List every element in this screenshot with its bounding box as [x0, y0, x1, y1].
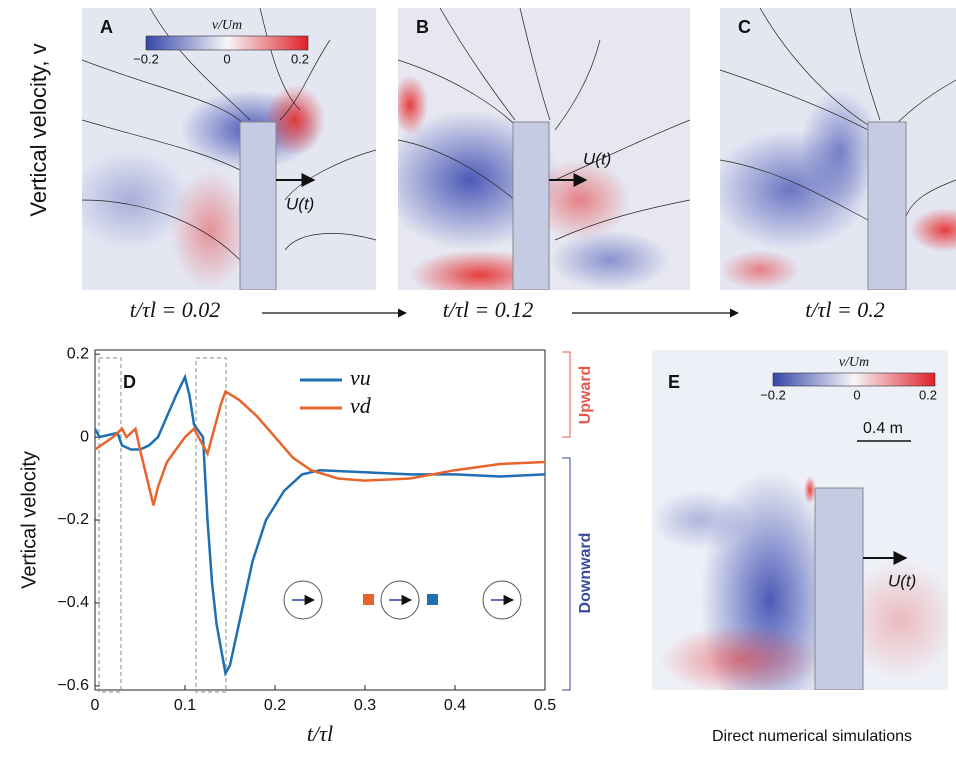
panel-label: A: [100, 17, 113, 37]
plot-frame: [94, 349, 546, 691]
time-windows: [98, 357, 227, 693]
time-label: t/τl = 0.12: [443, 297, 534, 322]
y-tick-label: −0.6: [57, 677, 89, 694]
series-line: [94, 389, 546, 506]
force-label: U(t): [583, 149, 611, 168]
downward-bracket: [562, 457, 571, 691]
downward-label: Downward: [577, 533, 594, 614]
colorbar: [772, 372, 936, 387]
panel-label: C: [738, 17, 751, 37]
panel-e-field: [652, 350, 948, 690]
series-line: [93, 373, 546, 678]
y-axis-label: Vertical velocity: [18, 451, 40, 589]
x-tick-label: 0.2: [264, 697, 286, 714]
panel-label: B: [416, 17, 429, 37]
x-tick-label: 0.4: [444, 697, 466, 714]
y-label-top: Vertical velocity, v: [26, 43, 51, 216]
caption: Direct numerical simulations: [712, 728, 912, 745]
colorbar: [145, 35, 309, 51]
legend-label: vd: [350, 393, 372, 418]
y-tick-label: −0.2: [57, 511, 89, 528]
x-tick-label: 0.1: [174, 697, 196, 714]
upward-bracket: [562, 351, 571, 438]
panel-a-field: [82, 8, 376, 290]
x-tick-label: 0: [91, 697, 100, 714]
y-tick-label: 0.2: [67, 345, 89, 362]
probe-marker: [427, 594, 438, 605]
time-label: t/τl = 0.02: [130, 297, 221, 322]
colorbar-title: v/Um: [839, 355, 869, 370]
x-tick-label: 0.3: [354, 697, 376, 714]
scale-label: 0.4 m: [863, 420, 903, 437]
y-tick-label: 0: [80, 428, 89, 445]
colorbar-tick: 0: [853, 387, 860, 402]
colorbar-tick: −0.2: [133, 51, 159, 66]
y-tick-label: −0.4: [57, 594, 89, 611]
panel-label: E: [668, 372, 680, 392]
x-axis-label: t/τl: [307, 721, 333, 746]
panel-b-field: [398, 8, 690, 290]
colorbar-tick: −0.2: [760, 387, 786, 402]
colorbar-title: v/Um: [212, 18, 242, 33]
time-label: t/τl = 0.2: [805, 297, 885, 322]
panel-label: D: [123, 372, 136, 392]
probe-marker: [363, 594, 374, 605]
colorbar-tick: 0.2: [919, 387, 937, 402]
panel-c-field: [720, 8, 956, 290]
force-label: U(t): [286, 194, 314, 213]
force-label: U(t): [888, 571, 916, 590]
legend-label: vu: [350, 365, 371, 390]
colorbar-tick: 0: [223, 51, 230, 66]
x-tick-label: 0.5: [534, 697, 556, 714]
upward-label: Upward: [577, 366, 594, 425]
panel-d: [94, 349, 546, 693]
cylinder-icons: [283, 580, 522, 620]
colorbar-tick: 0.2: [291, 51, 309, 66]
